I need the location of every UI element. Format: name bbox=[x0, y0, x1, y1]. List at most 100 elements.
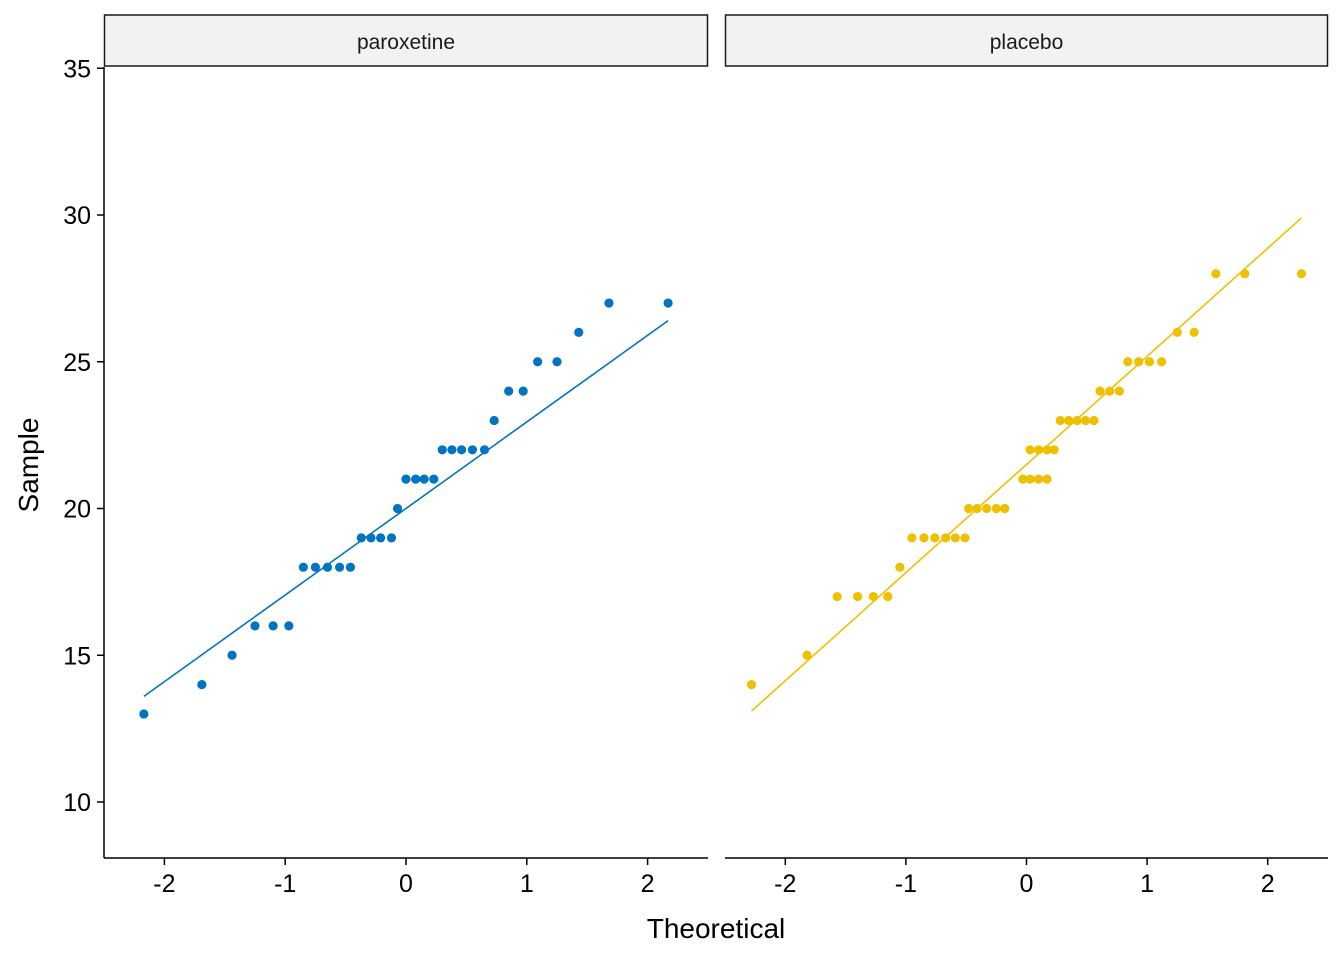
y-axis: 10 15 20 25 30 35 bbox=[63, 55, 105, 858]
facet-panels: paroxetine -2 -1 0 1 2 placebo -2 -1 0 1 2 bbox=[103, 14, 1329, 898]
data-point bbox=[1055, 415, 1065, 426]
data-point bbox=[1033, 445, 1044, 455]
data-point bbox=[334, 562, 345, 572]
data-point bbox=[386, 533, 397, 543]
data-point bbox=[447, 445, 457, 455]
y-tick-label: 20 bbox=[63, 496, 91, 524]
panel-placebo: placebo -2 -1 0 1 2 bbox=[724, 14, 1329, 898]
data-point bbox=[964, 503, 974, 514]
data-point bbox=[941, 533, 951, 543]
x-tick-label: -1 bbox=[274, 870, 296, 898]
data-point bbox=[663, 298, 673, 308]
y-tick-label: 35 bbox=[63, 55, 91, 83]
data-point bbox=[1042, 445, 1052, 455]
data-point bbox=[504, 386, 514, 396]
data-point bbox=[1025, 474, 1035, 484]
data-point bbox=[419, 474, 429, 484]
data-point bbox=[930, 533, 940, 543]
facet-strip bbox=[103, 14, 709, 67]
data-point bbox=[1072, 415, 1082, 426]
data-point bbox=[832, 591, 842, 602]
data-point bbox=[345, 562, 356, 572]
data-point bbox=[392, 503, 403, 514]
data-point bbox=[950, 533, 960, 543]
qq-reference-line bbox=[143, 320, 669, 697]
data-point bbox=[1042, 474, 1052, 484]
data-point bbox=[284, 621, 294, 631]
data-point bbox=[467, 445, 478, 455]
data-point bbox=[1144, 357, 1155, 367]
data-point bbox=[574, 327, 584, 337]
x-tick-label: 2 bbox=[641, 870, 655, 898]
x-tick-label: -1 bbox=[895, 870, 917, 898]
data-point bbox=[1080, 415, 1091, 426]
data-point bbox=[991, 503, 1001, 514]
data-point bbox=[322, 562, 333, 572]
facet-strip-label: paroxetine bbox=[357, 31, 455, 54]
data-point bbox=[1049, 445, 1059, 455]
data-point bbox=[907, 533, 917, 543]
x-tick-label: -2 bbox=[153, 870, 175, 898]
data-point bbox=[533, 357, 543, 367]
data-point bbox=[1105, 386, 1115, 396]
data-point bbox=[1211, 269, 1221, 279]
data-point bbox=[1025, 445, 1035, 455]
x-tick-label: 0 bbox=[399, 870, 413, 898]
x-tick-label: 0 bbox=[1020, 870, 1034, 898]
data-point bbox=[298, 562, 308, 572]
data-point bbox=[919, 533, 929, 543]
x-tick-label: 1 bbox=[520, 870, 534, 898]
y-tick-label: 25 bbox=[63, 349, 91, 377]
data-point bbox=[982, 503, 992, 514]
y-tick-label: 10 bbox=[63, 789, 91, 817]
data-point bbox=[1089, 415, 1099, 426]
data-point bbox=[1018, 474, 1028, 484]
x-tick-label: 2 bbox=[1261, 870, 1275, 898]
data-point bbox=[489, 415, 499, 426]
data-point bbox=[1000, 503, 1010, 514]
data-point bbox=[376, 533, 386, 543]
data-point bbox=[972, 503, 982, 514]
data-point bbox=[268, 621, 278, 631]
y-tick-label: 30 bbox=[63, 202, 91, 230]
data-point bbox=[1134, 357, 1144, 367]
data-point bbox=[960, 533, 970, 543]
data-point bbox=[604, 298, 614, 308]
data-point bbox=[310, 562, 320, 572]
qq-reference-line bbox=[750, 217, 1303, 712]
data-point bbox=[479, 445, 490, 455]
data-point bbox=[429, 474, 439, 484]
data-point bbox=[552, 357, 562, 367]
data-point bbox=[1156, 357, 1167, 367]
data-point bbox=[1064, 415, 1074, 426]
data-point bbox=[437, 445, 447, 455]
data-point bbox=[1095, 386, 1105, 396]
facet-strip bbox=[724, 14, 1329, 67]
data-point bbox=[1114, 386, 1124, 396]
data-point bbox=[250, 621, 260, 631]
data-point bbox=[1172, 327, 1182, 337]
data-point bbox=[883, 591, 893, 602]
data-point bbox=[456, 445, 467, 455]
data-point bbox=[1123, 357, 1133, 367]
x-tick-label: -2 bbox=[774, 870, 796, 898]
data-point bbox=[139, 709, 149, 719]
data-point bbox=[1240, 269, 1250, 279]
facet-strip-label: placebo bbox=[990, 31, 1064, 54]
data-point bbox=[868, 591, 878, 602]
data-point bbox=[1296, 269, 1307, 279]
data-point bbox=[227, 650, 237, 660]
y-axis-title: Sample bbox=[13, 418, 44, 513]
y-tick-label: 15 bbox=[63, 642, 91, 670]
data-point bbox=[197, 680, 207, 690]
data-point bbox=[1033, 474, 1044, 484]
data-point bbox=[746, 680, 757, 690]
x-axis-title: Theoretical bbox=[647, 913, 786, 944]
data-point bbox=[802, 650, 812, 660]
data-point bbox=[518, 386, 528, 396]
data-point bbox=[853, 591, 863, 602]
data-point bbox=[895, 562, 905, 572]
data-point bbox=[411, 474, 421, 484]
data-point bbox=[401, 474, 411, 484]
